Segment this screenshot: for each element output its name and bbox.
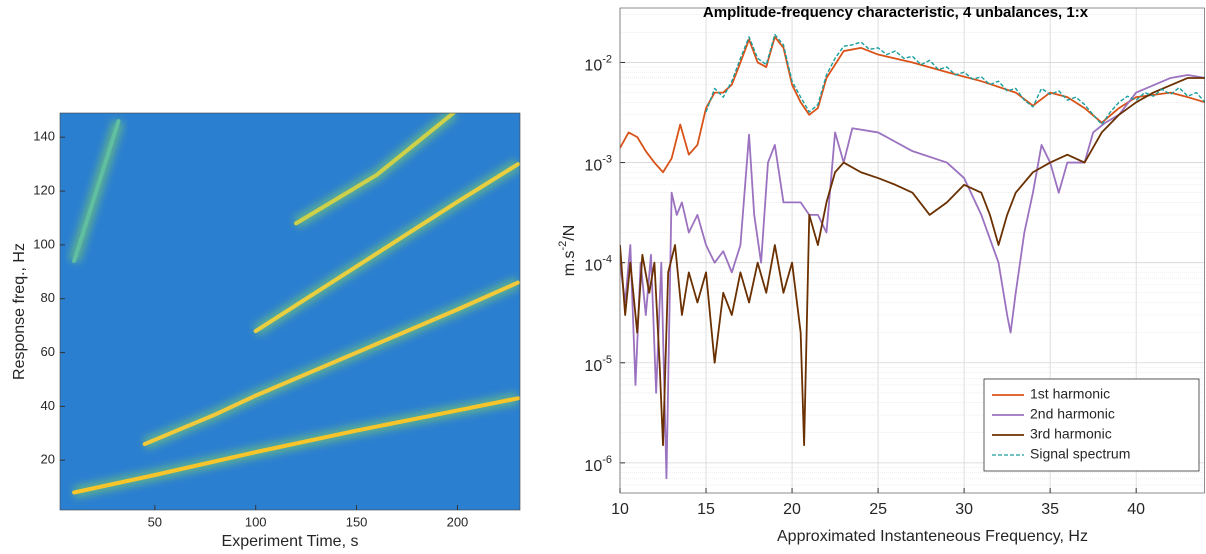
ridge <box>294 113 456 226</box>
y-tick-label: 60 <box>41 344 55 359</box>
ridges <box>68 113 520 499</box>
x-tick-label: 15 <box>697 501 715 518</box>
y-tick-label: 80 <box>41 290 55 305</box>
chart-title: Amplitude-frequency characteristic, 4 un… <box>703 4 1089 21</box>
legend: 1st harmonic 2nd harmonic 3rd harmonic Sign… <box>983 378 1200 472</box>
y-label-base: m.s <box>561 251 578 277</box>
ridge <box>142 280 520 447</box>
series-line <box>620 36 1205 174</box>
y-label-suffix: /N <box>561 225 578 241</box>
legend-label: 2nd harmonic <box>1030 406 1115 422</box>
y-tick-exponent: -6 <box>602 454 612 466</box>
y-tick-exponent: -3 <box>602 153 612 165</box>
legend-label: 3rd harmonic <box>1030 426 1112 442</box>
y-tick-label: 20 <box>41 452 55 467</box>
y-tick-label: 10-3 <box>584 153 612 174</box>
y-tick-label: 10-5 <box>584 354 612 375</box>
x-tick-label: 100 <box>245 514 267 529</box>
y-tick-exponent: -4 <box>602 254 612 266</box>
x-axis-label: Approximated Instanteneous Frequency, Hz <box>777 528 1088 545</box>
ridge <box>72 119 121 264</box>
y-axis-label: m.s-2/N <box>557 225 578 277</box>
y-tick-base: 10 <box>584 258 602 275</box>
x-tick-label: 35 <box>1041 501 1059 518</box>
x-tick-label: 50 <box>148 514 162 529</box>
x-tick-label: 150 <box>346 514 368 529</box>
legend-box <box>983 378 1200 472</box>
y-tick-label: 40 <box>41 398 55 413</box>
x-axis-label: Experiment Time, s <box>222 533 359 550</box>
legend-label: Signal spectrum <box>1030 446 1130 462</box>
ridge <box>253 162 520 334</box>
y-tick-label: 10-4 <box>584 254 612 275</box>
y-tick-label: 10-6 <box>584 454 612 475</box>
x-tick-label: 40 <box>1127 501 1145 518</box>
y-tick-base: 10 <box>584 358 602 375</box>
series-line <box>620 77 1205 447</box>
y-tick-label: 120 <box>33 182 55 197</box>
y-tick-base: 10 <box>584 158 602 175</box>
plot-frame <box>619 7 1205 494</box>
lines <box>620 33 1205 480</box>
legend-label: 1st harmonic <box>1030 386 1110 402</box>
y-tick-base: 10 <box>584 58 602 75</box>
y-tick-exponent: -2 <box>602 53 612 65</box>
x-tick-label: 200 <box>447 514 469 529</box>
x-tick-label: 25 <box>869 501 887 518</box>
x-tick-label: 20 <box>783 501 801 518</box>
y-tick-base: 10 <box>584 458 602 475</box>
y-label-superscript: -2 <box>557 241 569 251</box>
ridge <box>72 396 520 495</box>
plot-frame <box>59 112 521 511</box>
y-tick-label: 100 <box>33 236 55 251</box>
x-tick-label: 10 <box>611 501 629 518</box>
y-tick-exponent: -5 <box>602 354 612 366</box>
series-line <box>705 33 1205 126</box>
y-tick-label: 10-2 <box>584 53 612 74</box>
x-tick-label: 30 <box>955 501 973 518</box>
y-axis-label: Response freq., Hz <box>11 243 28 380</box>
y-tick-label: 140 <box>33 129 55 144</box>
